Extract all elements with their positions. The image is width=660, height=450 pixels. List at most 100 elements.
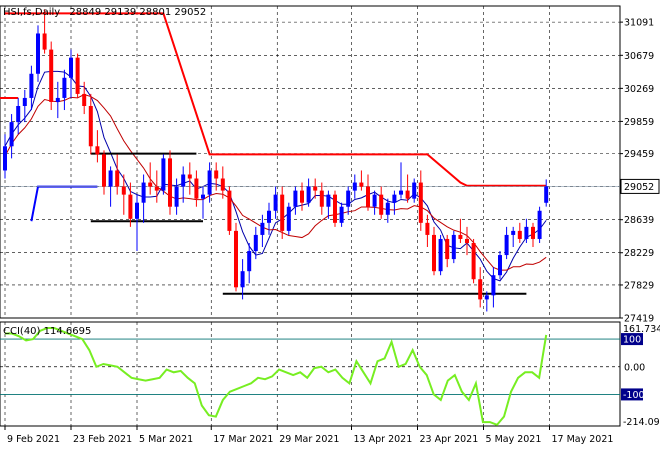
candle-body (544, 186, 549, 203)
candle-body (359, 182, 364, 187)
candle-body (346, 190, 351, 207)
candle-body (326, 194, 331, 207)
candle-body (207, 170, 212, 195)
candle-body (385, 202, 390, 215)
candle-body (313, 186, 318, 191)
symbol-label: HSI,fs,Daily 28849 29139 28801 29052 (3, 7, 206, 18)
candle-body (458, 234, 463, 239)
candle-body (154, 186, 159, 191)
price-tick-label: 27829 (624, 280, 654, 291)
candle-body (181, 174, 186, 187)
candle-body (168, 158, 172, 207)
cci-bottom-value: -214.0970 (623, 417, 660, 428)
current-price-label: 29052 (624, 182, 654, 193)
candle-body (75, 57, 80, 94)
candle-body (498, 255, 502, 276)
candle-body (115, 170, 120, 187)
candle-body (36, 33, 40, 74)
candle-body (108, 170, 113, 187)
candle-body (372, 194, 377, 207)
candle-body (504, 234, 509, 256)
candle-body (352, 182, 357, 191)
current-price-box (620, 178, 660, 194)
candle-body (260, 222, 265, 235)
slow-ma-line (4, 93, 547, 271)
candle-body (451, 234, 456, 260)
candle-body (280, 194, 285, 231)
candle-body (194, 178, 199, 199)
price-tick-label: 28639 (624, 215, 654, 226)
candle-body (121, 186, 126, 195)
candle-body (253, 234, 258, 252)
candle-body (247, 251, 252, 272)
candle-body (82, 93, 87, 106)
cci-top-value: 161.7345 (623, 324, 660, 335)
candle-body (319, 190, 324, 207)
candle-body (95, 146, 100, 155)
ohlc-text: 28849 29139 28801 29052 (69, 7, 206, 18)
candle-body (187, 174, 192, 179)
candle-body (491, 275, 496, 296)
candle-body (478, 279, 483, 300)
price-tick-label: 29859 (624, 117, 654, 128)
cci-level-label: 100 (623, 335, 641, 346)
candle-body (3, 146, 7, 171)
candle-body (161, 158, 166, 191)
time-tick-label: 5 Mar 2021 (139, 434, 193, 445)
candle-body (531, 226, 535, 239)
candle-body (16, 105, 21, 123)
time-tick-label: 29 Mar 2021 (279, 434, 339, 445)
price-tick-label: 31091 (624, 18, 654, 29)
price-tick-label: 27419 (624, 314, 654, 325)
candle-body (55, 97, 60, 102)
candle-body (418, 182, 423, 223)
candle-body (399, 190, 403, 195)
cci-grid (0, 322, 620, 426)
cci-level-label: 0.00 (624, 362, 645, 373)
time-axis: 9 Feb 2021 23 Feb 2021 5 Mar 2021 17 Mar 20… (4, 426, 613, 445)
cci-level-badge (621, 333, 643, 346)
candle-body (511, 230, 516, 235)
candle-body (432, 234, 436, 272)
candle-body (300, 190, 304, 203)
fast-ma-line (4, 70, 547, 282)
candle-body (69, 57, 73, 78)
candle-body (220, 178, 225, 191)
candle-body (537, 210, 542, 239)
candle-body (135, 202, 139, 219)
candle-body (273, 194, 278, 211)
time-tick-label: 13 Apr 2021 (354, 434, 413, 445)
candle-body (339, 206, 344, 223)
candle-body (227, 190, 232, 231)
candle-body (306, 186, 311, 203)
cci-label: CCI(40) 114.6695 (3, 326, 91, 337)
candle-body (366, 186, 370, 207)
candle-body (524, 226, 529, 239)
candle-body (174, 186, 179, 207)
candle-body (471, 242, 476, 280)
candle-body (445, 238, 450, 260)
candle-body (49, 49, 54, 102)
price-tick-label: 28229 (624, 248, 654, 259)
price-tick-label: 29459 (624, 149, 654, 160)
candle-body (405, 190, 410, 199)
candle-body (88, 105, 93, 147)
price-axis: 31091 30679 30269 29859 29459 29052 28639 28229… (620, 18, 660, 325)
price-lines (0, 12, 620, 295)
candle-body (267, 210, 271, 223)
candle-body (517, 230, 522, 239)
cci-axis: 161.7345 -214.0970 100 0.00 -100 (621, 324, 660, 428)
candle-body (201, 194, 205, 199)
candle-body (9, 122, 14, 147)
time-tick-label: 5 May 2021 (486, 434, 542, 445)
time-tick-label: 17 Mar 2021 (213, 434, 273, 445)
symbol-text: HSI,fs,Daily (3, 7, 60, 18)
candle-body (392, 194, 397, 203)
candle-body (148, 182, 153, 187)
candle-body (412, 182, 417, 199)
candle-body (62, 77, 67, 98)
candle-body (42, 33, 47, 50)
candle-body (286, 206, 291, 231)
cci-level-label: -100 (623, 390, 645, 401)
cci-series-line (5, 327, 548, 427)
